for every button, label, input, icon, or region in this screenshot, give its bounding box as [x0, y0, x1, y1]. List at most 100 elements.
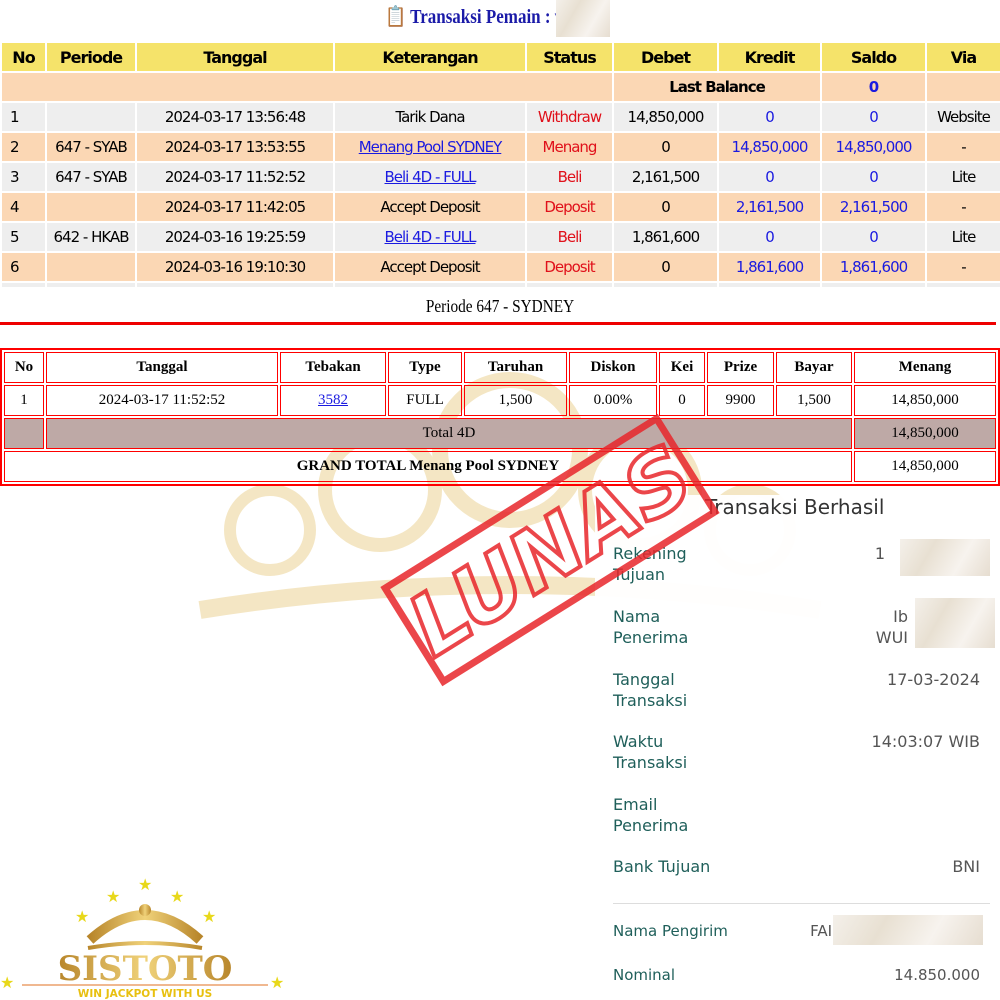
cell-no: 1 — [0, 101, 47, 133]
waktu-value: 14:03:07 WIB — [871, 732, 980, 751]
redacted-sender — [833, 915, 983, 945]
total-row: Total 4D 14,850,000 — [4, 418, 996, 449]
cell-periode — [45, 191, 137, 223]
cell-kredit: 2,161,500 — [717, 191, 822, 223]
svg-text:★: ★ — [138, 875, 152, 894]
col-prize: Prize — [707, 352, 774, 383]
cell-periode: 647 - SYAB — [45, 161, 137, 193]
table-header: No Tanggal Tebakan Type Taruhan Diskon K… — [4, 352, 996, 383]
svg-text:★: ★ — [202, 907, 216, 926]
cell-saldo: 1,861,600 — [820, 251, 927, 283]
grand-total-value: 14,850,000 — [854, 451, 996, 482]
cell-keterangan: Accept Deposit — [333, 191, 527, 223]
periode-title: Periode 647 - SYDNEY — [425, 296, 575, 316]
page-title: 📋 Transaksi Pemain : wi — [385, 4, 572, 29]
bank-label: Bank Tujuan — [613, 857, 711, 876]
clipboard-icon: 📋 — [385, 6, 407, 28]
cell-no: 3 — [0, 161, 47, 193]
cell-no: 4 — [0, 191, 47, 223]
title-text: Transaksi Pemain : wi — [410, 6, 572, 28]
cell-periode: 647 - SYAB — [45, 131, 137, 163]
cell-no: 5 — [0, 221, 47, 253]
cell-keterangan: Tarik Dana — [333, 101, 527, 133]
cell-via: - — [925, 191, 1000, 223]
cell-saldo: 2,161,500 — [820, 191, 927, 223]
logo-name: SISTOTO — [58, 949, 233, 989]
cell-type: FULL — [388, 385, 462, 416]
email-label: Email Penerima — [613, 795, 689, 835]
keterangan-link[interactable]: Beli 4D - FULL — [384, 168, 477, 186]
cell-debet: 1,861,600 — [612, 221, 719, 253]
cell-via: Website — [925, 101, 1000, 133]
table-row: 6 2024-03-16 19:10:30 Accept Deposit Deposi… — [0, 251, 1000, 283]
total-value: 14,850,000 — [854, 418, 996, 449]
last-balance-label: Last Balance — [612, 71, 822, 103]
grand-total-label: GRAND TOTAL Menang Pool SYDNEY — [4, 451, 852, 482]
svg-text:★: ★ — [0, 973, 14, 992]
table-header: No Periode Tanggal Keterangan Status Deb… — [0, 41, 1000, 73]
nama-label: Nama Penerima — [613, 607, 689, 647]
col-diskon: Diskon — [569, 352, 657, 383]
cell-saldo: 0 — [820, 101, 927, 133]
cell-via: Lite — [925, 161, 1000, 193]
keterangan-link[interactable]: Beli 4D - FULL — [384, 228, 477, 246]
col-debet: Debet — [612, 41, 719, 73]
cell-debet: 0 — [612, 251, 719, 283]
cell-kredit: 14,850,000 — [717, 131, 822, 163]
nama-value: Ib WUI — [875, 607, 908, 647]
cell-via: Lite — [925, 221, 1000, 253]
receipt-panel: Transaksi Berhasil Rekening Tujuan 1 Nam… — [595, 495, 1000, 1000]
cell-prize: 9900 — [707, 385, 774, 416]
cell-keterangan: Beli 4D - FULL — [333, 161, 527, 193]
col-no: No — [4, 352, 44, 383]
cell-debet: 2,161,500 — [612, 161, 719, 193]
lunas-stamp: LUNAS — [380, 413, 720, 687]
redacted-account — [900, 539, 990, 576]
cell-debet: 0 — [612, 131, 719, 163]
cell-tanggal: 2024-03-17 11:52:52 — [135, 161, 335, 193]
col-type: Type — [388, 352, 462, 383]
col-periode: Periode — [45, 41, 137, 73]
cell-keterangan: Beli 4D - FULL — [333, 221, 527, 253]
logo-tagline: WIN JACKPOT WITH US — [78, 988, 212, 1000]
col-saldo: Saldo — [820, 41, 927, 73]
tanggal-value: 17-03-2024 — [887, 670, 980, 689]
col-kei: Kei — [659, 352, 705, 383]
cell-periode — [45, 101, 137, 133]
cell-saldo: 0 — [820, 221, 927, 253]
sistoto-logo: ★ ★ ★ ★ ★ ★ ★ SISTOTO WIN JACKPOT WITH US — [0, 875, 284, 1000]
periode-table: No Tanggal Tebakan Type Taruhan Diskon K… — [0, 348, 1000, 486]
table-row: 2 647 - SYAB 2024-03-17 13:53:55 Menang Poo… — [0, 131, 1000, 163]
cell-tanggal: 2024-03-17 13:56:48 — [135, 101, 335, 133]
tebakan-link[interactable]: 3582 — [318, 392, 348, 408]
cell-tebakan: 3582 — [280, 385, 386, 416]
rekening-value: 1 — [874, 544, 885, 563]
total-label: Total 4D — [46, 418, 852, 449]
svg-text:★: ★ — [75, 907, 89, 926]
cell-taruhan: 1,500 — [464, 385, 567, 416]
cell-status: Beli — [525, 221, 614, 253]
col-tanggal: Tanggal — [135, 41, 335, 73]
col-keterangan: Keterangan — [333, 41, 527, 73]
table-row: 3 647 - SYAB 2024-03-17 11:52:52 Beli 4D - … — [0, 161, 1000, 193]
table-row: 1 2024-03-17 13:56:48 Tarik Dana Withdraw 14… — [0, 101, 1000, 133]
divider — [0, 322, 996, 325]
keterangan-link[interactable]: Menang Pool SYDNEY — [358, 138, 503, 156]
cell-via: - — [925, 251, 1000, 283]
table-row: 4 2024-03-17 11:42:05 Accept Deposit Deposi… — [0, 191, 1000, 223]
nominal-label: Nominal — [613, 966, 676, 984]
grand-total-row: GRAND TOTAL Menang Pool SYDNEY 14,850,00… — [4, 451, 996, 482]
col-kredit: Kredit — [717, 41, 822, 73]
col-tebakan: Tebakan — [280, 352, 386, 383]
cell-periode: 642 - HKAB — [45, 221, 137, 253]
cell-menang: 14,850,000 — [854, 385, 996, 416]
cell-no: 2 — [0, 131, 47, 163]
cell-status: Deposit — [525, 251, 614, 283]
cell-kredit: 0 — [717, 101, 822, 133]
table-row: 1 2024-03-17 11:52:52 3582 FULL 1,500 0.… — [4, 385, 996, 416]
divider — [613, 903, 990, 904]
cell-tanggal: 2024-03-16 19:10:30 — [135, 251, 335, 283]
cell-saldo: 14,850,000 — [820, 131, 927, 163]
cell-kredit: 0 — [717, 161, 822, 193]
svg-text:★: ★ — [270, 973, 284, 992]
